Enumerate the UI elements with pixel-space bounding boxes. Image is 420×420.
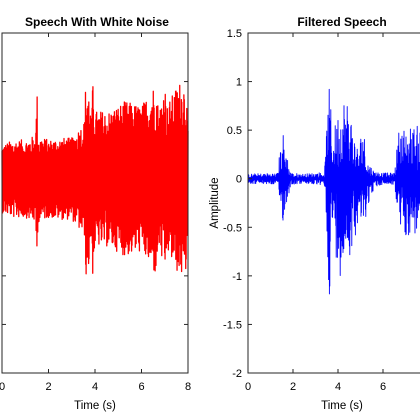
axis-ticks: 0 2 4 6 1.5 1 0.5 0 -0.5 -1 -1.5 -2: [223, 28, 386, 393]
y-tick-label: -2: [232, 368, 242, 380]
x-tick-label: 8: [185, 381, 191, 393]
series-line: [1, 84, 189, 275]
axes-frame: [247, 32, 420, 374]
y-tick-label: -1.5: [223, 319, 242, 331]
y-tick-label: -1: [232, 271, 242, 283]
x-tick-label: 2: [45, 381, 51, 393]
x-tick-label: 4: [92, 381, 98, 393]
chart-title: Filtered Speech: [297, 15, 386, 29]
y-tick-label: 1: [236, 77, 242, 89]
axes-filtered-speech: 0 2 4 6 1.5 1 0.5 0 -0.5 -1 -1.5 -2 Filtered Speech…: [209, 15, 420, 412]
x-tick-label: 0: [245, 381, 251, 393]
series-line: [247, 88, 420, 295]
noisy-speech-waveform: [1, 84, 189, 275]
filtered-speech-waveform: [247, 88, 420, 295]
y-tick-label: 1.5: [227, 28, 242, 40]
y-axis-label: Amplitude: [209, 177, 221, 228]
y-tick-label: -0.5: [223, 222, 242, 234]
x-tick-label: 0: [0, 381, 5, 393]
x-tick-label: 6: [138, 381, 144, 393]
axes-frame: [1, 32, 189, 374]
axes-speech-with-white-noise: 0 2 4 6 8 Speech With White Noise Time (s): [0, 15, 191, 412]
y-tick-label: 0.5: [227, 125, 242, 137]
chart-title: Speech With White Noise: [25, 15, 169, 29]
x-axis-label: Time (s): [321, 400, 363, 412]
x-tick-label: 4: [335, 381, 341, 393]
x-axis-label: Time (s): [74, 400, 116, 412]
x-tick-label: 2: [290, 381, 296, 393]
y-tick-label: 0: [236, 174, 242, 186]
x-tick-label: 6: [380, 381, 386, 393]
